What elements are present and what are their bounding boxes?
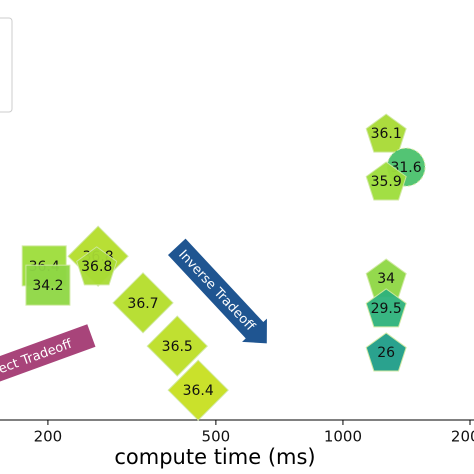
point-label: 36.1 (371, 126, 402, 142)
legend-box (0, 17, 13, 113)
point (25, 264, 71, 306)
annotation-text: Inverse Tradeoff (175, 247, 258, 334)
point (112, 272, 174, 334)
x-tick-label: 200 (34, 428, 63, 446)
point (365, 288, 407, 328)
point (365, 113, 407, 153)
point (365, 332, 407, 372)
point-label: 36.7 (127, 296, 158, 312)
point (365, 161, 407, 201)
point-label: 34 (377, 271, 395, 287)
point-label: 29.5 (371, 301, 402, 317)
point (167, 359, 229, 421)
annotation-arrow (167, 238, 267, 344)
point-label: 36.8 (81, 259, 112, 275)
x-axis-label: compute time (ms) (114, 445, 315, 469)
annotation: ect Tradeoff (0, 324, 96, 388)
x-tick-label: 2000 (451, 428, 474, 446)
annotation-box (0, 324, 96, 388)
point-label: 26 (377, 345, 395, 361)
point-label: 34.2 (32, 278, 63, 294)
point-label: 35.9 (371, 174, 402, 190)
x-tick-label: 500 (202, 428, 231, 446)
x-tick-label: 1000 (324, 428, 362, 446)
point (146, 315, 208, 377)
point-label: 36.4 (183, 383, 214, 399)
point-label: 36.5 (162, 339, 193, 355)
point (76, 246, 118, 286)
